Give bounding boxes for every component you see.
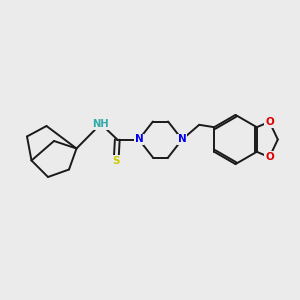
- Text: N: N: [178, 134, 187, 145]
- Text: O: O: [265, 117, 274, 127]
- Text: NH: NH: [92, 119, 109, 129]
- Text: N: N: [134, 134, 143, 145]
- Text: O: O: [265, 152, 274, 162]
- Text: S: S: [112, 156, 120, 166]
